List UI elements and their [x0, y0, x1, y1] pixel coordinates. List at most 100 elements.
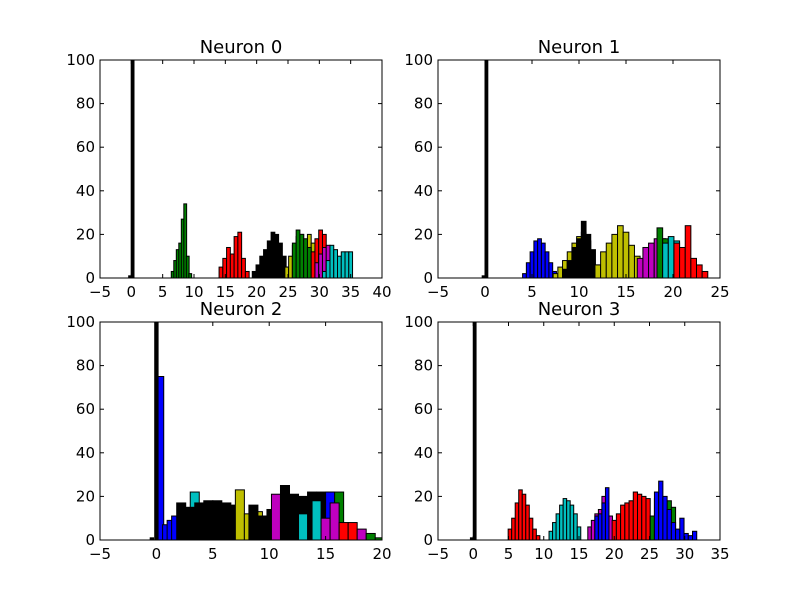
histogram-bar [233, 236, 239, 278]
histogram-bar [594, 264, 602, 278]
histogram-bar [585, 233, 592, 278]
histogram-bar [562, 268, 568, 278]
y-tick-label: 80 [76, 95, 95, 113]
x-tick-label: 20 [247, 283, 266, 301]
histogram-bar [679, 246, 686, 278]
x-tick-label: 20 [605, 545, 624, 563]
y-tick-label: 60 [76, 138, 95, 156]
histogram-bar [587, 526, 592, 540]
y-tick-label: 40 [76, 444, 95, 462]
histogram-bar [641, 495, 647, 540]
y-tick-label: 0 [423, 269, 433, 287]
histogram-bar [537, 238, 542, 278]
x-tick-label: 15 [616, 283, 635, 301]
x-tick-label: 5 [527, 283, 537, 301]
x-tick-label: 20 [372, 545, 391, 563]
y-tick-label: 0 [85, 269, 95, 287]
y-tick-label: 20 [76, 487, 95, 505]
histogram-bar [183, 203, 188, 278]
histogram-bar [374, 537, 382, 540]
histogram-bar [325, 260, 331, 278]
y-tick-label: 0 [85, 531, 95, 549]
histogram-bar [130, 60, 135, 278]
histogram-bar [303, 238, 308, 278]
histogram-bar [533, 240, 539, 278]
histogram-bar [222, 257, 228, 278]
histogram-bar [340, 251, 346, 278]
x-tick-label: −5 [427, 283, 449, 301]
y-tick-label: 100 [404, 51, 433, 69]
histogram-bar [648, 242, 655, 278]
histogram-bar [696, 264, 703, 278]
histogram-bar [562, 498, 568, 540]
histogram-bar [185, 506, 196, 540]
x-tick-label: 35 [341, 283, 360, 301]
histogram-bar [176, 502, 187, 540]
y-tick-label: 40 [414, 182, 433, 200]
histogram-bar [624, 502, 630, 540]
x-tick-label: −5 [427, 545, 449, 563]
y-tick-label: 40 [76, 182, 95, 200]
histogram-bar [212, 500, 223, 540]
histogram-bar [237, 231, 243, 278]
histogram-bar [251, 270, 257, 278]
histogram-bar [203, 500, 214, 540]
histogram-bar [645, 498, 651, 540]
subplot-title: Neuron 2 [200, 299, 283, 320]
histogram-bar [257, 515, 268, 540]
histogram-bar [484, 60, 489, 278]
histogram-bar [620, 504, 626, 540]
histogram-bar [329, 502, 340, 540]
histogram-bar [248, 504, 259, 540]
histogram-bar [555, 513, 561, 540]
histogram-bar [622, 231, 630, 278]
y-tick-label: 0 [423, 531, 433, 549]
y-tick-label: 80 [414, 95, 433, 113]
histogram-bar [684, 225, 692, 278]
x-tick-label: 30 [675, 545, 694, 563]
histogram-bar [149, 537, 155, 540]
histogram-bar [518, 489, 523, 540]
histogram-bar [511, 517, 516, 540]
histogram-bar [701, 270, 709, 278]
x-tick-label: 15 [316, 545, 335, 563]
histogram-bar [617, 225, 624, 278]
histogram-bar [535, 535, 541, 540]
histogram-bar [601, 502, 606, 540]
histogram-bar [636, 257, 644, 278]
y-tick-label: 60 [414, 400, 433, 418]
histogram-bar [557, 266, 564, 278]
histogram-bar [221, 502, 232, 540]
y-tick-label: 60 [414, 138, 433, 156]
histogram-bar [604, 487, 610, 540]
x-tick-label: 10 [569, 283, 588, 301]
x-tick-label: 15 [569, 545, 588, 563]
subplot-title: Neuron 1 [538, 37, 621, 58]
histogram-bar [299, 233, 305, 278]
histogram-bar [259, 255, 265, 278]
x-tick-label: 0 [152, 545, 162, 563]
histogram-bar [690, 257, 697, 278]
histogram-bar [278, 242, 283, 278]
histogram-bar [600, 251, 607, 278]
histogram-bar [288, 255, 293, 278]
y-tick-label: 20 [414, 487, 433, 505]
histogram-bar [365, 532, 376, 540]
histogram-bar [552, 273, 559, 278]
y-tick-label: 20 [76, 225, 95, 243]
histogram-bar [673, 242, 681, 278]
x-tick-label: 35 [710, 545, 729, 563]
x-tick-label: 20 [663, 283, 682, 301]
histogram-bar [244, 270, 250, 278]
histogram-bar [615, 513, 622, 540]
x-tick-label: 25 [710, 283, 729, 301]
histogram-bar [347, 522, 358, 540]
histogram-bar [321, 270, 327, 278]
histogram-bar [311, 500, 322, 540]
histogram-bar [566, 260, 573, 278]
histogram-bar [628, 244, 635, 278]
histogram-bar [314, 262, 320, 278]
histogram-bar [637, 493, 643, 540]
histogram-bar [188, 273, 193, 278]
